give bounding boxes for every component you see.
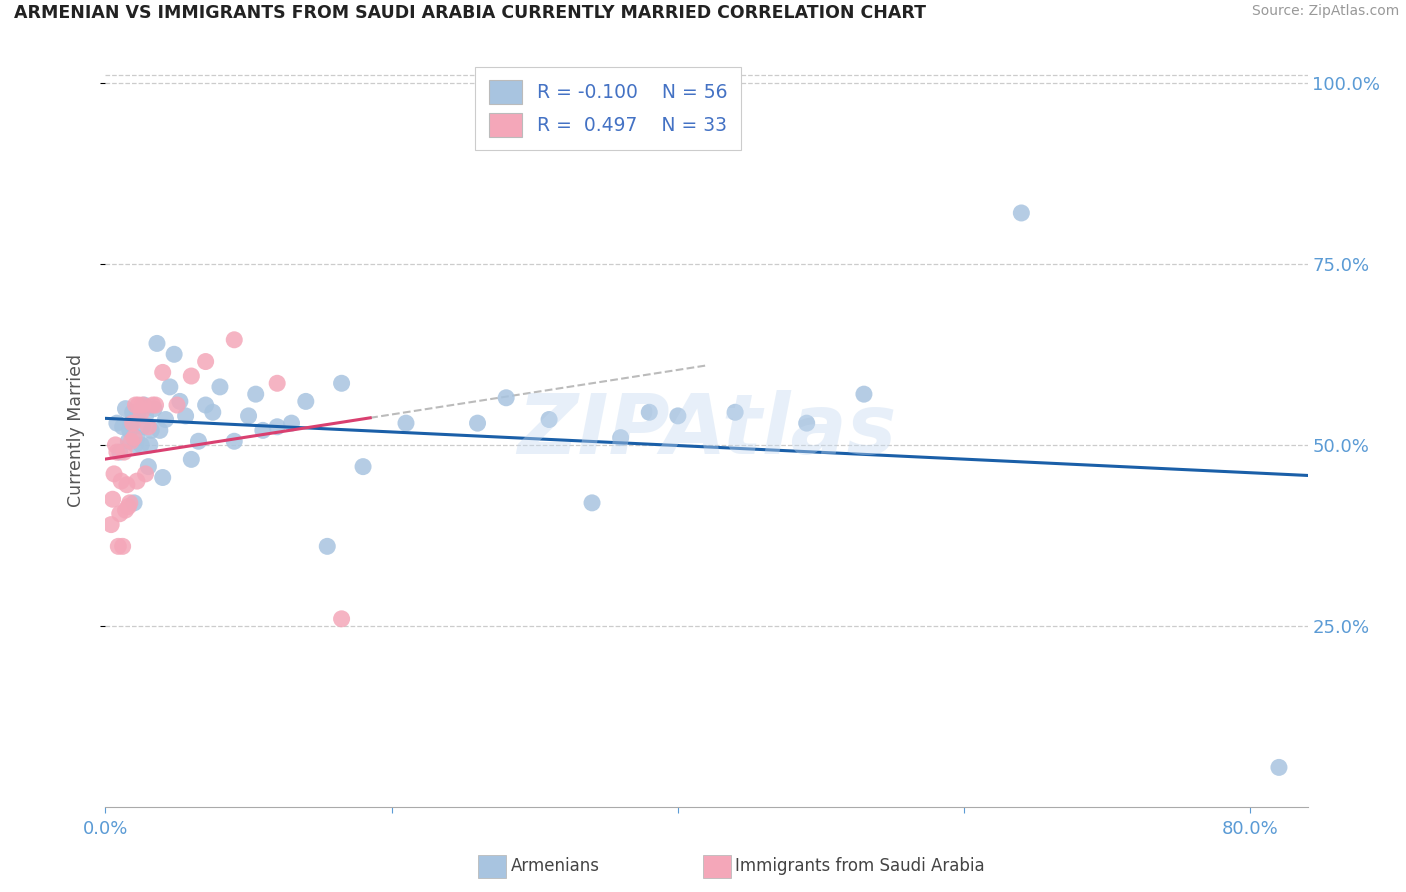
Point xyxy=(201,405,224,419)
Point xyxy=(316,539,339,553)
Point xyxy=(352,459,374,474)
Point xyxy=(174,409,197,423)
Point xyxy=(131,419,153,434)
Point xyxy=(103,467,125,481)
Point xyxy=(146,336,169,351)
Point xyxy=(112,445,135,459)
Point xyxy=(124,398,146,412)
Point xyxy=(100,517,122,532)
Point xyxy=(152,366,174,380)
Point xyxy=(117,500,139,514)
Point xyxy=(796,416,818,430)
Point xyxy=(114,401,136,416)
Point xyxy=(152,470,174,484)
Point xyxy=(138,459,160,474)
Text: Immigrants from Saudi Arabia: Immigrants from Saudi Arabia xyxy=(735,857,986,875)
Point xyxy=(187,434,209,449)
Point xyxy=(125,474,148,488)
Point xyxy=(122,496,145,510)
Point xyxy=(138,419,160,434)
Point xyxy=(135,467,157,481)
Point xyxy=(180,452,202,467)
Point xyxy=(1268,760,1291,774)
Point xyxy=(395,416,418,430)
Point xyxy=(122,431,145,445)
Point xyxy=(169,394,191,409)
Point xyxy=(295,394,318,409)
Point xyxy=(163,347,186,361)
Point xyxy=(124,438,146,452)
Point xyxy=(110,474,132,488)
Point xyxy=(104,438,127,452)
Text: Source: ZipAtlas.com: Source: ZipAtlas.com xyxy=(1251,4,1399,19)
Point xyxy=(111,419,134,434)
Point xyxy=(101,492,124,507)
Point xyxy=(638,405,661,419)
Text: ARMENIAN VS IMMIGRANTS FROM SAUDI ARABIA CURRENTLY MARRIED CORRELATION CHART: ARMENIAN VS IMMIGRANTS FROM SAUDI ARABIA… xyxy=(14,4,927,22)
Point xyxy=(129,405,152,419)
Point xyxy=(143,401,166,416)
Point xyxy=(666,409,689,423)
Point xyxy=(142,398,165,412)
Point xyxy=(266,419,288,434)
Point xyxy=(129,438,152,452)
Point xyxy=(581,496,603,510)
Point xyxy=(117,434,139,449)
Point xyxy=(120,416,142,430)
Point xyxy=(118,424,141,438)
Point xyxy=(495,391,517,405)
Point xyxy=(467,416,489,430)
Point xyxy=(238,409,260,423)
Point xyxy=(121,416,143,430)
Point xyxy=(111,539,134,553)
Point xyxy=(724,405,747,419)
Point xyxy=(166,398,188,412)
Point xyxy=(135,409,157,423)
Point xyxy=(105,445,128,459)
Point xyxy=(609,431,631,445)
Point xyxy=(330,376,353,391)
Point xyxy=(224,333,246,347)
Point xyxy=(280,416,302,430)
Point xyxy=(252,424,274,438)
Point xyxy=(1010,206,1032,220)
Point xyxy=(127,398,149,412)
Point xyxy=(118,496,141,510)
Point xyxy=(139,438,162,452)
Text: Armenians: Armenians xyxy=(510,857,599,875)
Point xyxy=(125,431,148,445)
Point xyxy=(852,387,875,401)
Point xyxy=(330,612,353,626)
Point xyxy=(194,354,217,368)
Point xyxy=(208,380,231,394)
Point xyxy=(224,434,246,449)
Point xyxy=(180,369,202,384)
Point xyxy=(120,434,142,449)
Point xyxy=(155,412,177,426)
Point xyxy=(108,507,131,521)
Point xyxy=(194,398,217,412)
Point xyxy=(114,503,136,517)
Point xyxy=(145,398,167,412)
Point xyxy=(115,477,138,491)
Text: ZIPAtlas: ZIPAtlas xyxy=(517,390,896,471)
Point xyxy=(159,380,181,394)
Point xyxy=(121,405,143,419)
Point xyxy=(131,398,153,412)
Point xyxy=(127,405,149,419)
Point xyxy=(538,412,561,426)
Point xyxy=(105,416,128,430)
Point xyxy=(149,424,172,438)
Legend: R = -0.100    N = 56, R =  0.497    N = 33: R = -0.100 N = 56, R = 0.497 N = 33 xyxy=(475,67,741,151)
Point xyxy=(266,376,288,391)
Point xyxy=(132,398,155,412)
Point xyxy=(107,539,129,553)
Point xyxy=(108,445,131,459)
Y-axis label: Currently Married: Currently Married xyxy=(66,354,84,507)
Point xyxy=(245,387,267,401)
Point xyxy=(141,424,163,438)
